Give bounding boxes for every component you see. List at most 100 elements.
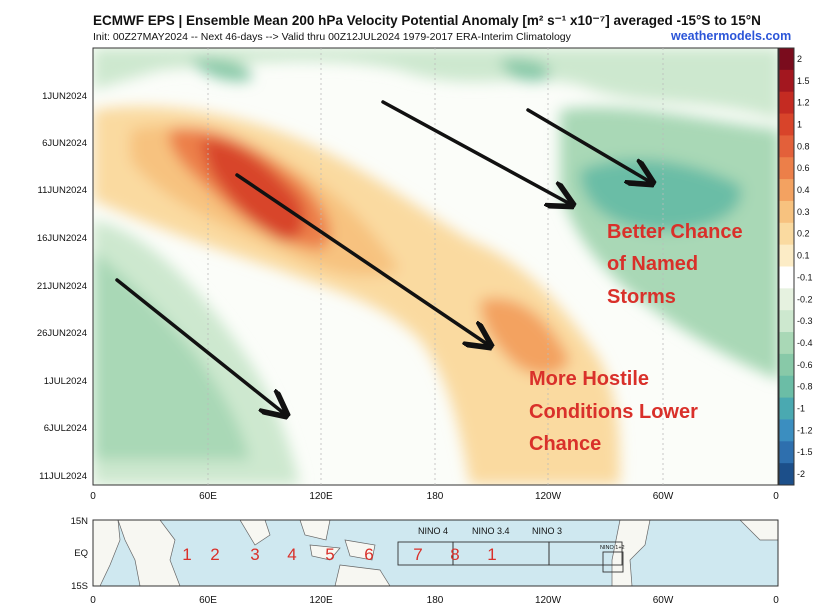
y-tick-label: 26JUN2024 (37, 328, 87, 339)
colorbar-swatch (779, 463, 794, 486)
colorbar-swatch (779, 266, 794, 289)
x-tick-label: 0 (90, 491, 96, 502)
chart-title: ECMWF EPS | Ensemble Mean 200 hPa Veloci… (93, 13, 761, 28)
annotation-line: of Named (607, 253, 698, 275)
lon-label: 60W (653, 595, 674, 606)
lon-label: 0 (773, 595, 779, 606)
phase-number: 4 (287, 545, 296, 564)
colorbar-swatch (779, 200, 794, 224)
colorbar-label: -1.5 (797, 447, 813, 457)
map-frame (92, 519, 779, 587)
colorbar-label: 0.2 (797, 229, 810, 239)
colorbar-swatch (779, 91, 794, 115)
y-tick-label: 1JUN2024 (42, 91, 87, 102)
lat-label: 15S (71, 581, 88, 592)
lon-label: 60E (199, 595, 217, 606)
phase-number: 1 (487, 545, 496, 564)
map-region-labels: NINO 4 NINO 3.4 NINO 3 NINO 1+2 (418, 526, 625, 551)
arrow (235, 173, 490, 346)
colorbar-swatch (779, 244, 794, 267)
phase-number: 3 (250, 545, 259, 564)
phase-number: 6 (364, 545, 373, 564)
y-tick-label: 11JUN2024 (38, 185, 87, 196)
colorbar-label: -0.8 (797, 382, 813, 392)
colorbar-label: 0.3 (797, 207, 810, 217)
colorbar-swatch (779, 113, 794, 136)
colorbar-label: -0.6 (797, 360, 813, 370)
y-tick-label: 16JUN2024 (37, 233, 87, 244)
colorbar-swatch (779, 69, 794, 93)
arrow (381, 100, 572, 205)
annotation-line: More Hostile (529, 368, 649, 390)
x-tick-label: 180 (427, 491, 444, 502)
region-label: NINO 3.4 (472, 526, 510, 536)
x-tick-label: 60E (199, 491, 217, 502)
colorbar-swatch (779, 419, 794, 442)
colorbar-swatch (779, 441, 794, 464)
y-tick-label: 21JUN2024 (37, 281, 87, 292)
annotations: Better Chance of Named Storms More Hosti… (529, 221, 743, 455)
colorbar-swatch (779, 179, 794, 202)
colorbar-label: 2 (797, 54, 802, 64)
region-label: NINO 3 (532, 526, 562, 536)
colorbar-label: 1.5 (797, 76, 810, 86)
phase-number: 7 (413, 545, 422, 564)
lon-label: 120W (535, 595, 562, 606)
map-lon-labels: 0 60E 120E 180 120W 60W 0 (90, 595, 779, 606)
colorbar-label: -1.2 (797, 425, 813, 435)
colorbar-label: -0.4 (797, 338, 813, 348)
colorbar-label: 0.6 (797, 163, 810, 173)
colorbar-frame (778, 47, 795, 486)
colorbar-label: -2 (797, 469, 805, 479)
phase-number: 8 (450, 545, 459, 564)
y-tick-label: 1JUL2024 (44, 376, 87, 387)
chart-subtitle: Init: 00Z27MAY2024 -- Next 46-days --> V… (93, 31, 571, 43)
x-axis: 0 60E 120E 180 120W 60W 0 (90, 491, 779, 502)
brand-link[interactable]: weathermodels.com (671, 29, 792, 43)
colorbar-swatch (779, 135, 794, 158)
colorbar-swatch (779, 332, 794, 355)
colorbar-swatch (779, 310, 794, 333)
phase-numbers: 1 2 3 4 5 6 7 8 1 (182, 545, 496, 564)
colorbar-swatch (779, 375, 794, 399)
phase-number: 1 (182, 545, 191, 564)
lon-label: 0 (90, 595, 96, 606)
colorbar: 2 1.5 1.2 1 0.8 0.6 0.4 0.3 0.2 0.1 -0.1 -0.2 -0.3 -0… (778, 47, 813, 486)
colorbar-label: 1.2 (797, 98, 810, 108)
region-label: NINO 4 (418, 526, 448, 536)
y-axis: 1JUN2024 6JUN2024 11JUN2024 16JUN2024 21… (37, 91, 87, 482)
annotation-line: Chance (529, 433, 601, 455)
y-tick-label: 6JUN2024 (42, 138, 87, 149)
x-tick-label: 120W (535, 491, 562, 502)
annotation-line: Storms (607, 286, 676, 308)
anomaly-field (93, 48, 778, 485)
nino12-box (602, 551, 624, 573)
colorbar-label: -0.3 (797, 316, 813, 326)
colorbar-swatch (779, 222, 794, 246)
annotation-line: Better Chance (607, 221, 743, 243)
colorbar-swatch (779, 157, 794, 180)
region-label: NINO 1+2 (600, 545, 625, 551)
lon-label: 120E (309, 595, 333, 606)
colorbar-label: -0.2 (797, 294, 813, 304)
colorbar-label: 0.4 (797, 185, 810, 195)
propagation-arrows (115, 100, 652, 415)
colorbar-swatch (779, 397, 794, 420)
arrow (526, 108, 652, 183)
x-tick-label: 0 (773, 491, 779, 502)
lat-label: 15N (71, 516, 89, 527)
colorbar-swatch (779, 48, 794, 71)
x-tick-label: 120E (309, 491, 333, 502)
arrow (115, 278, 286, 415)
lat-label: EQ (74, 548, 88, 559)
phase-number: 5 (325, 545, 334, 564)
plot-frame (92, 47, 779, 486)
colorbar-label: 1 (797, 119, 802, 129)
y-tick-label: 11JUL2024 (39, 471, 87, 482)
annotation-line: Conditions Lower (529, 401, 698, 423)
colorbar-swatch (779, 353, 794, 377)
colorbar-label: -1 (797, 404, 805, 414)
phase-number: 2 (210, 545, 219, 564)
colorbar-label: 0.1 (797, 251, 810, 261)
